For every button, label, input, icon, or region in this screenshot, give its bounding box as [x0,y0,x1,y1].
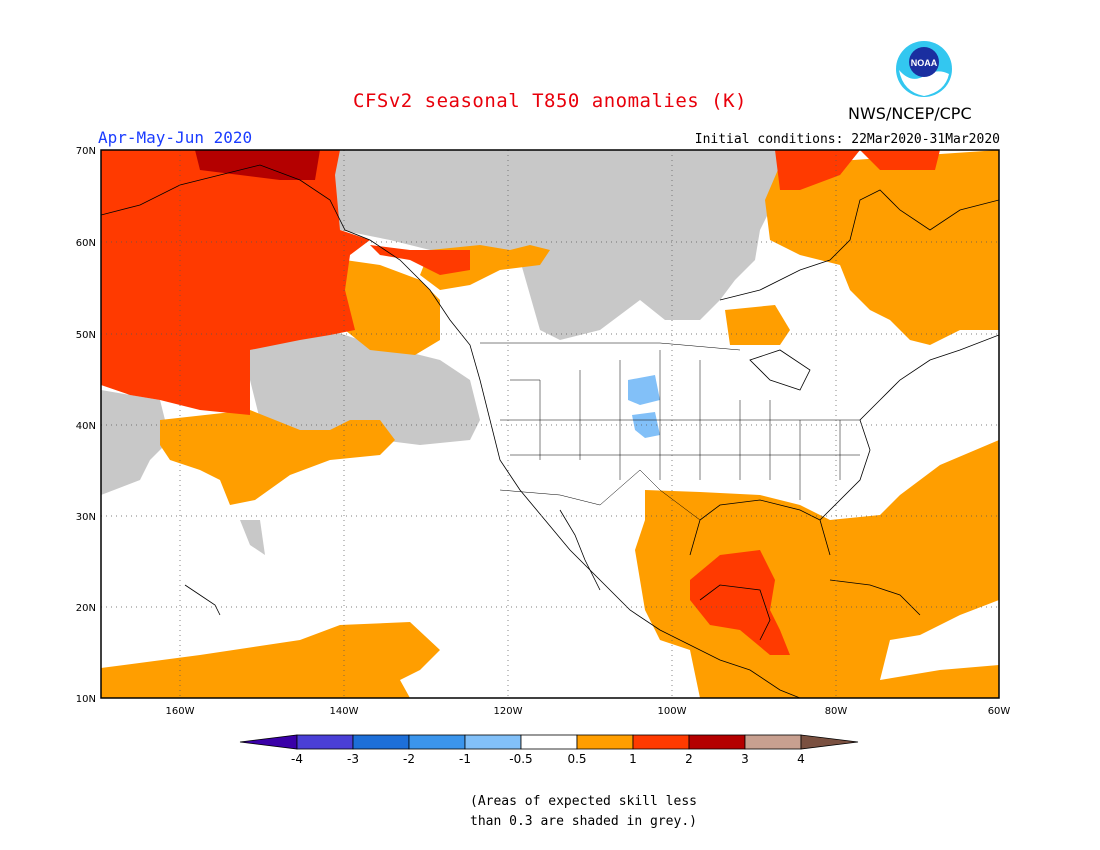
hot-labrador [775,150,860,190]
coastlines [101,164,999,698]
colorbar-swatch [632,734,690,750]
colorbar-label: 1 [629,752,637,766]
colorbar-swatch [464,734,522,750]
colorbar-label: -4 [291,752,303,766]
skill-footnote: (Areas of expected skill less than 0.3 a… [470,792,740,832]
low-skill-pacific [250,330,480,445]
warm-east-canada [765,150,999,345]
hot-gulf [690,550,790,655]
lat-label: 70N [76,146,96,157]
lon-label: 60W [988,706,1011,717]
colorbar-label: 4 [797,752,805,766]
skill-footnote-line1: (Areas of expected skill less [470,794,697,809]
forecast-period: Apr-May-Jun 2020 [98,128,253,147]
anomaly-field [101,150,999,698]
lat-label: 20N [76,603,96,614]
lat-label: 60N [76,238,96,249]
colorbar-arrow-high [800,734,859,750]
hot-baffin [860,150,940,170]
hot-alaska [101,150,370,415]
initial-conditions: Initial conditions: 22Mar2020-31Mar2020 [694,132,1000,147]
colorbar-swatch [520,734,578,750]
skill-footnote-line2: than 0.3 are shaded in grey.) [470,814,697,829]
lon-label: 100W [658,706,687,717]
low-skill-west [101,390,170,495]
colorbar-swatch [296,734,354,750]
colorbar-label: 0.5 [567,752,586,766]
colorbar-label: -3 [347,752,359,766]
colorbar-label: -1 [459,752,471,766]
colorbar-label: -2 [403,752,415,766]
colorbar-label: -0.5 [509,752,532,766]
longitude-labels: 160W 140W 120W 100W 80W 60W [166,706,1011,717]
map-frame [100,149,1000,699]
warm-east-pacific [101,622,440,698]
cool-plains-north [628,375,660,405]
warm-bc-coast [345,260,440,355]
noaa-logo: NOAA [896,41,952,97]
colorbar-swatch [688,734,746,750]
lon-label: 80W [825,706,848,717]
agency-label: NWS/NCEP/CPC [848,104,972,123]
colorbar-swatch [744,734,802,750]
colorbar-arrow-low [239,734,298,750]
lon-label: 160W [166,706,195,717]
lat-label: 10N [76,694,96,705]
colorbar-label: 3 [741,752,749,766]
lat-label: 30N [76,512,96,523]
warm-pacific-band [160,410,395,505]
very-hot-arctic [195,150,320,180]
political-borders [480,342,860,521]
lon-label: 140W [330,706,359,717]
noaa-logo-text: NOAA [911,58,938,68]
hot-bc [370,245,470,275]
map-title: CFSv2 seasonal T850 anomalies (K) [353,90,747,112]
colorbar-label: 2 [685,752,693,766]
latitude-labels: 70N 60N 50N 40N 30N 20N 10N [76,146,96,705]
colorbar-swatch [352,734,410,750]
warm-hudson [725,305,790,345]
colorbar-swatch [408,734,466,750]
lat-label: 40N [76,421,96,432]
low-skill-pacific-small [240,520,265,555]
colorbar-swatch [576,734,634,750]
lon-label: 120W [494,706,523,717]
low-skill-canada [300,150,780,340]
colorbar: -4 -3 -2 -1 -0.5 0.5 1 2 3 4 [239,734,859,766]
lat-label: 50N [76,330,96,341]
